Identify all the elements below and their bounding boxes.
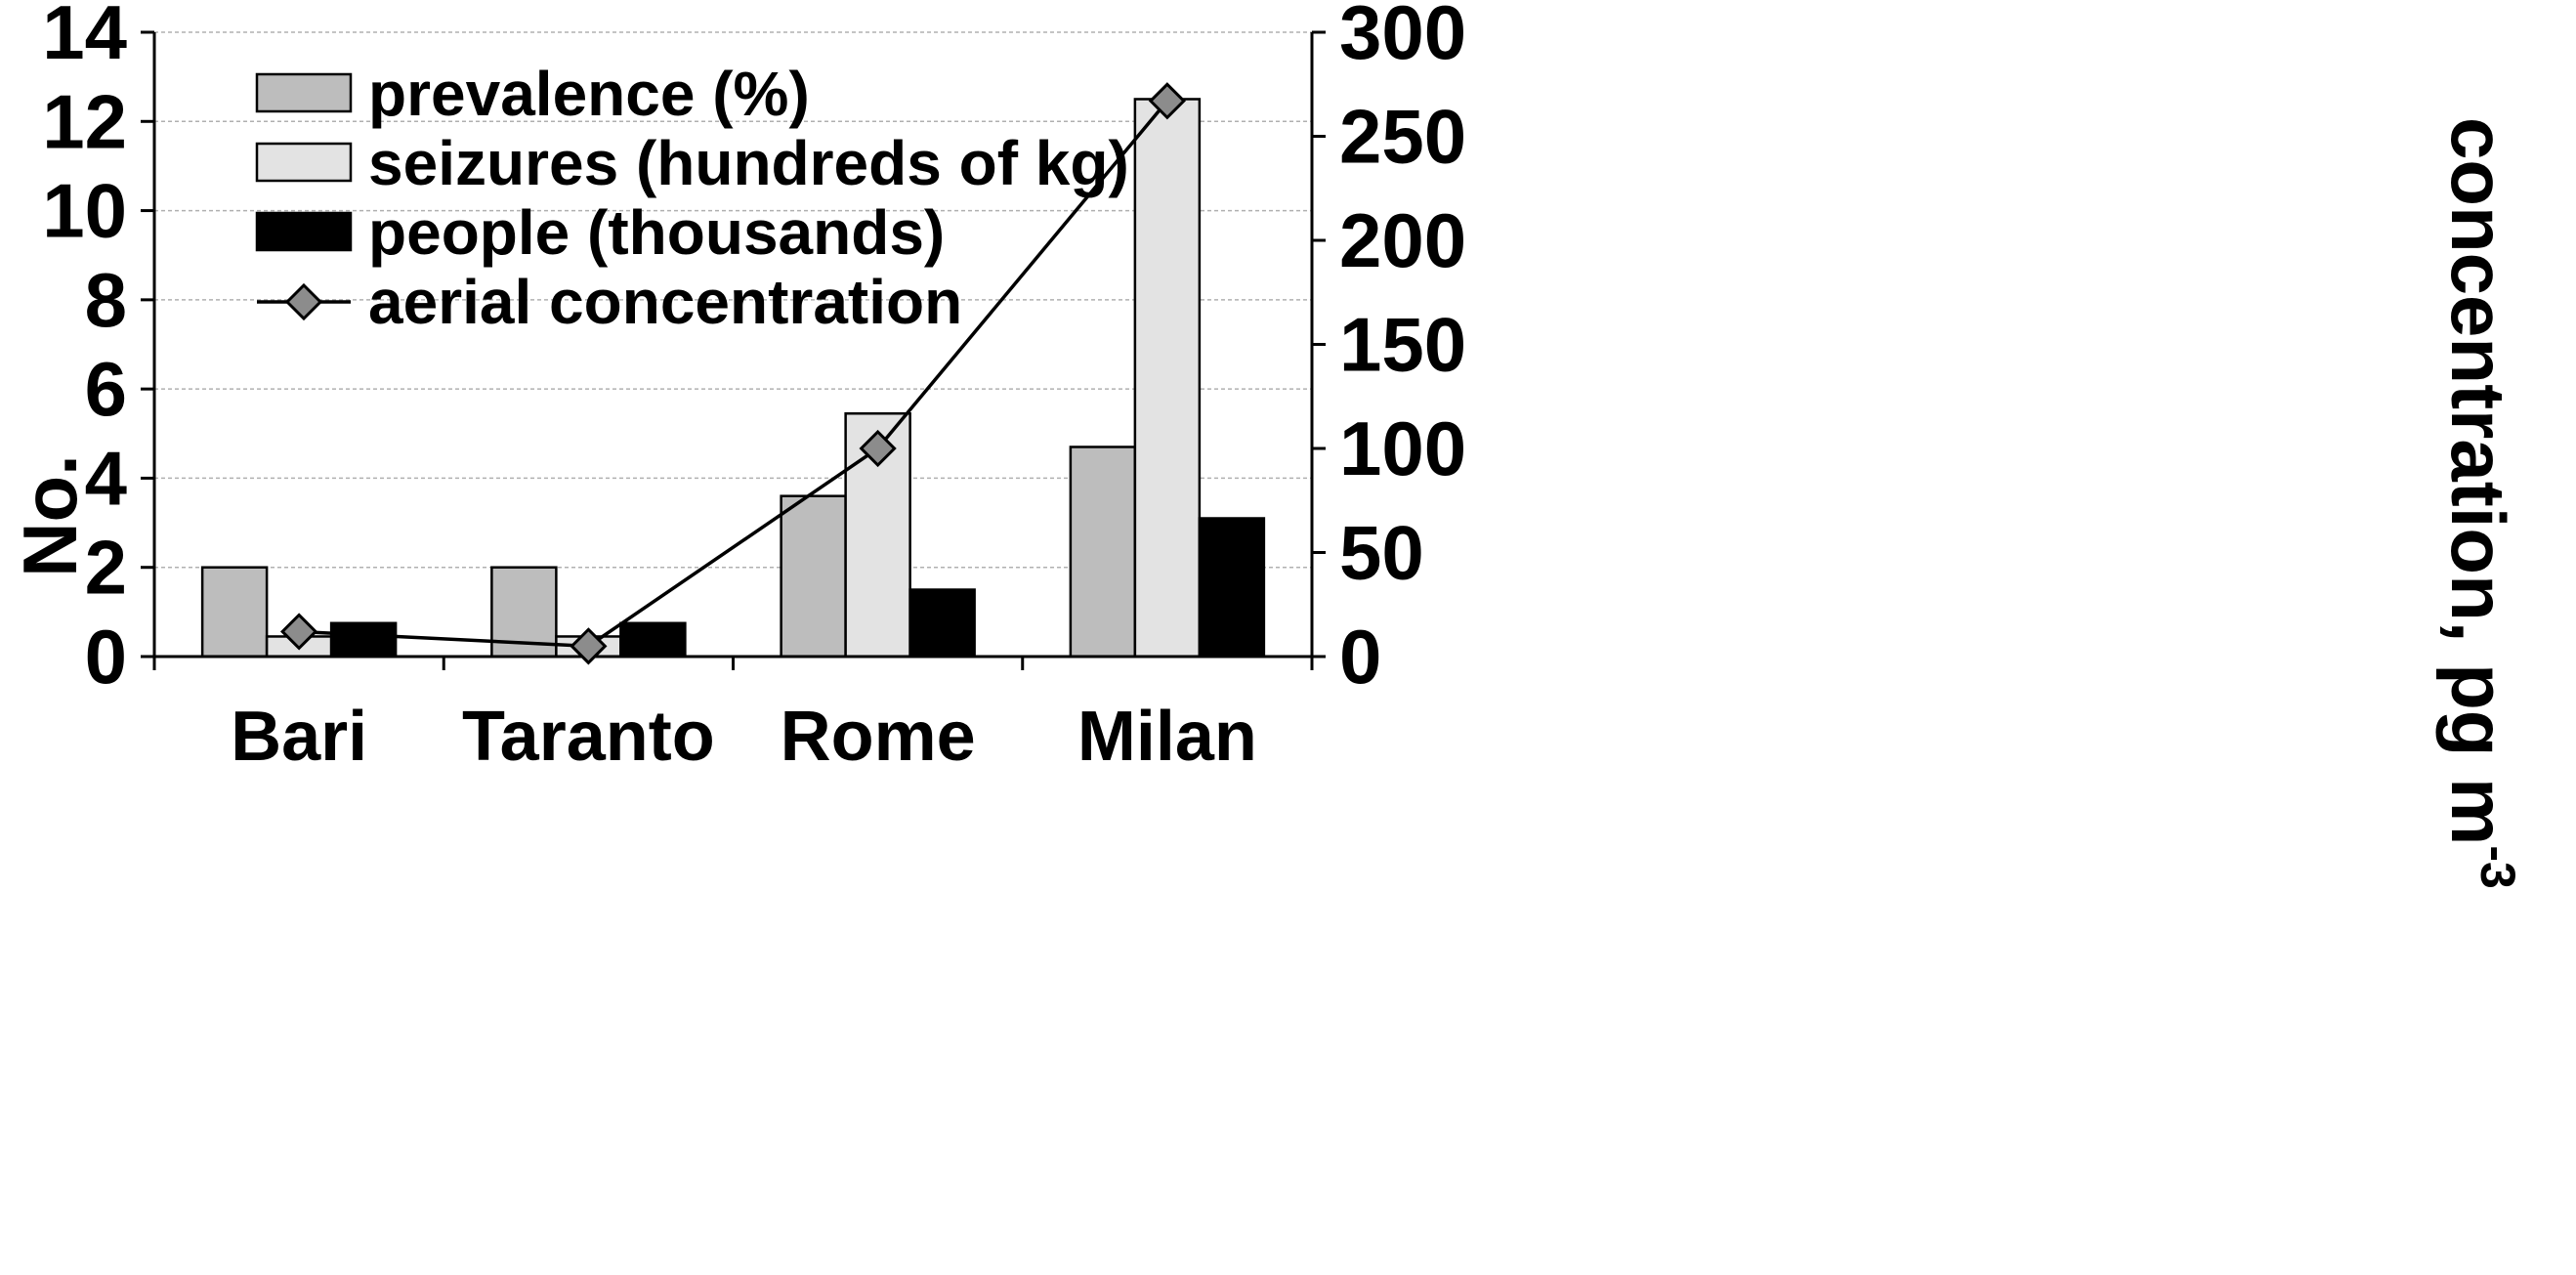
y-tick-label: 8 — [85, 257, 127, 343]
axes — [141, 30, 1326, 670]
concentration-point — [1148, 82, 1186, 120]
category-label: Milan — [1077, 698, 1257, 776]
y2-axis-title-superscript: -3 — [2470, 845, 2525, 888]
concentration-line-path — [299, 100, 1169, 649]
y-tick-label: 10 — [42, 168, 127, 254]
y-axis-title: No. — [7, 454, 93, 577]
y2-axis-title: concentration, pg m-3 — [2435, 117, 2525, 889]
concentration-point — [859, 429, 897, 468]
y2-tick-label: 50 — [1339, 510, 1424, 596]
y2-tick-label: 150 — [1339, 302, 1466, 388]
bar — [619, 621, 687, 659]
legend-label: seizures (hundreds of kg) — [368, 128, 1129, 198]
concentration-point — [280, 613, 318, 651]
y-tick-label: 4 — [85, 435, 127, 521]
y2-tick-label: 250 — [1339, 94, 1466, 180]
bar — [780, 494, 847, 659]
legend-label: aerial concentration — [368, 267, 962, 337]
legend-label: people (thousands) — [368, 197, 945, 268]
legend-label: prevalence (%) — [368, 59, 810, 129]
y-tick-label: 14 — [42, 0, 127, 75]
y2-axis-title-main: concentration, pg m — [2435, 117, 2521, 845]
y2-tick-label: 300 — [1339, 0, 1466, 75]
concentration-point — [570, 627, 608, 665]
legend-swatch — [255, 211, 353, 252]
category-labels: Bari Taranto Rome Milan — [231, 698, 1257, 776]
bar — [1133, 98, 1202, 659]
bar — [329, 621, 398, 659]
y-tick-label: 12 — [42, 78, 127, 164]
legend-swatch — [255, 142, 353, 183]
bar — [908, 588, 976, 659]
concentration-line — [280, 82, 1186, 665]
y2-tick-label: 100 — [1339, 405, 1466, 491]
y-tick-label: 2 — [85, 525, 127, 611]
legend-swatch — [255, 72, 353, 113]
legend: prevalence (%)seizures (hundreds of kg)p… — [255, 59, 1129, 337]
category-label: Taranto — [462, 698, 715, 776]
bar — [200, 566, 269, 659]
legend-marker — [284, 282, 323, 321]
y2-tick-label: 0 — [1339, 614, 1381, 700]
category-label: Bari — [231, 698, 367, 776]
y-tick-label: 6 — [85, 346, 127, 432]
y-tick-label: 0 — [85, 614, 127, 700]
category-label: Rome — [781, 698, 976, 776]
y2-tick-label: 200 — [1339, 197, 1466, 283]
bar — [1069, 446, 1137, 659]
bar — [1198, 517, 1266, 659]
bars — [200, 98, 1266, 659]
